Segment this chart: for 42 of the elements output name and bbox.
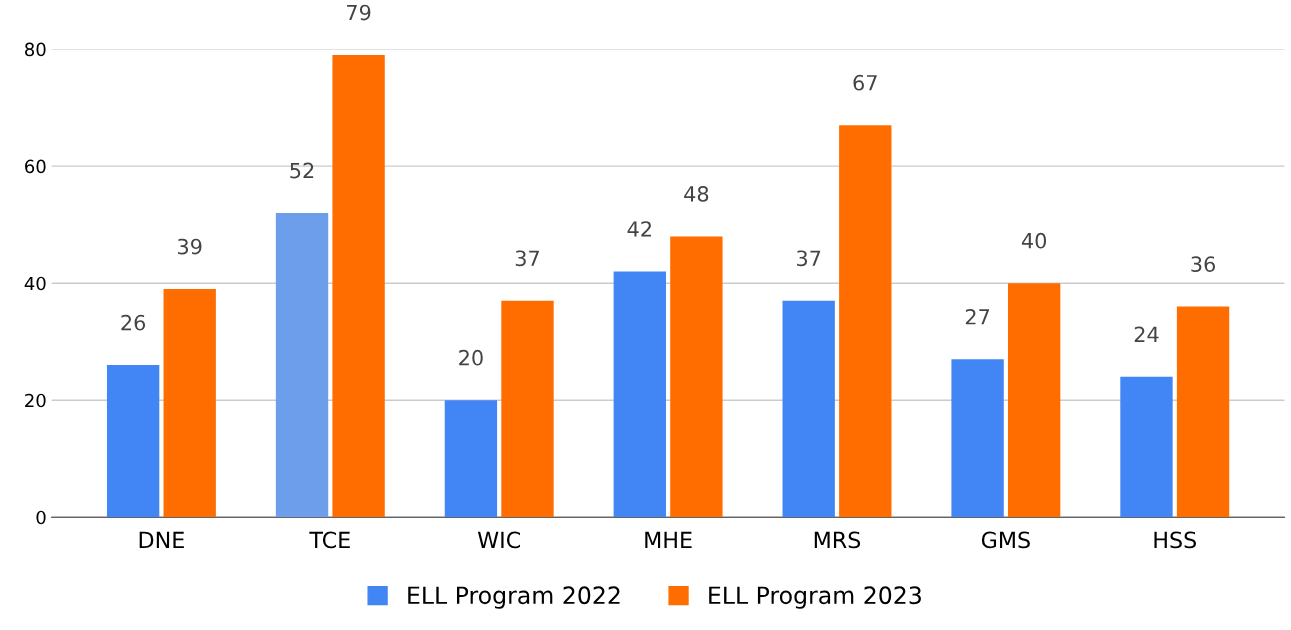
data-label: 42 (627, 221, 651, 237)
x-tick-label: TCE (309, 531, 350, 549)
bar (1120, 376, 1173, 518)
data-label: 40 (1021, 232, 1047, 249)
data-label: 37 (515, 250, 539, 267)
bar (782, 300, 835, 518)
x-tick-label: WIC (477, 531, 521, 549)
legend-label: ELL Program 2023 (709, 586, 921, 609)
x-tick-label: MHE (645, 531, 692, 548)
bar (163, 289, 216, 518)
data-label: 20 (459, 349, 483, 366)
y-tick-label: 80 (25, 42, 46, 57)
bar (951, 359, 1004, 518)
data-label: 67 (853, 74, 877, 91)
data-label: 26 (121, 314, 146, 331)
bar (106, 365, 160, 518)
bar (275, 212, 329, 518)
bar (613, 271, 666, 518)
bar (332, 54, 385, 518)
y-tick-label: 0 (36, 510, 46, 525)
data-label: 39 (178, 238, 202, 255)
bar (1176, 306, 1230, 518)
y-tick-label: 60 (25, 159, 46, 174)
y-tick-label: 40 (24, 276, 46, 291)
data-label: 79 (347, 4, 371, 21)
data-label: 52 (290, 162, 314, 179)
legend-label: ELL Program 2022 (408, 586, 620, 609)
x-tick-label: HSS (1154, 531, 1196, 549)
data-label: 27 (965, 308, 990, 325)
data-label: 37 (797, 250, 821, 267)
y-tick-label: 20 (25, 393, 46, 408)
x-tick-label: DNE (139, 531, 184, 548)
data-label: 24 (1134, 326, 1159, 342)
bar (1007, 283, 1061, 518)
data-label: 36 (1191, 256, 1215, 272)
bar (839, 125, 892, 518)
x-tick-label: GMS (981, 531, 1030, 549)
x-tick-label: MRS (814, 531, 861, 549)
bar (444, 400, 498, 518)
bar (670, 236, 723, 518)
bar (501, 300, 554, 518)
data-label: 48 (684, 186, 709, 202)
